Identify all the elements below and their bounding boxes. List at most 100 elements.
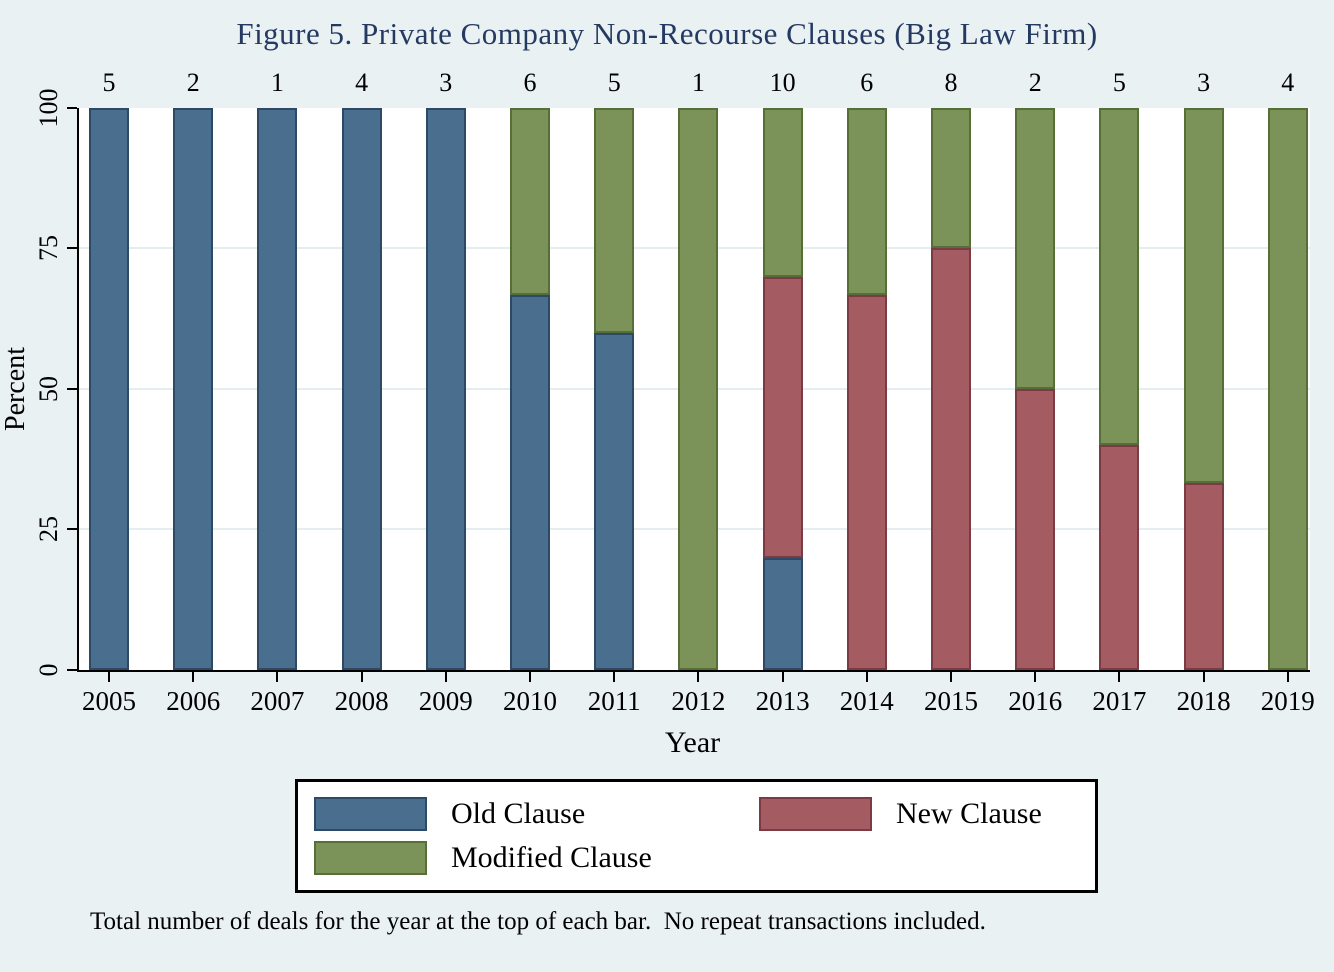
bar-2005	[89, 108, 129, 670]
deal-count-label: 3	[439, 68, 453, 97]
bar-segment	[762, 108, 803, 277]
y-tick-0	[67, 669, 77, 671]
x-tick-2014	[865, 670, 868, 682]
x-tick-label: 2005	[82, 686, 136, 716]
bar-2010	[510, 108, 550, 670]
y-tick-label: 75	[34, 235, 63, 261]
x-tick-2017	[1118, 670, 1121, 682]
deal-count-label: 5	[102, 68, 116, 97]
legend-label: Old Clause	[451, 797, 586, 830]
bar-2006	[173, 108, 214, 670]
x-tick-2008	[360, 670, 363, 682]
new-clause-swatch-icon	[759, 797, 872, 831]
bar-segment	[678, 108, 719, 670]
y-tick-25	[67, 528, 77, 530]
bar-segment	[594, 333, 635, 670]
bar-segment	[510, 295, 550, 670]
deal-count-label: 3	[1197, 68, 1211, 97]
bar-segment	[846, 108, 887, 295]
bar-2015	[931, 108, 971, 670]
x-tick-2011	[613, 670, 616, 682]
bar-2018	[1183, 108, 1224, 670]
bar-segment	[594, 108, 635, 333]
x-tick-label: 2008	[334, 686, 389, 716]
y-tick-label: 0	[34, 663, 63, 677]
deal-count-label: 6	[860, 68, 874, 97]
bar-segment	[846, 295, 887, 670]
deal-count-label: 1	[691, 68, 705, 97]
bar-segment	[931, 108, 971, 248]
x-tick-label: 2010	[503, 686, 557, 716]
x-tick-2012	[697, 670, 700, 682]
bar-2019	[1267, 108, 1308, 670]
bar-segment	[510, 108, 550, 295]
bar-segment	[1267, 108, 1308, 670]
plot-area: 0 25 50 75 100 5 2005 2 2006 1 2007 4 2008 3 2009 6 2010…	[34, 68, 1315, 716]
y-tick-label: 100	[34, 88, 63, 128]
bar-segment	[762, 277, 803, 558]
bar-2014	[846, 108, 887, 670]
x-tick-label: 2017	[1092, 686, 1147, 716]
x-tick-2007	[276, 670, 279, 682]
deal-count-label: 4	[355, 68, 369, 97]
x-tick-label: 2012	[671, 686, 726, 716]
bar-2007	[257, 108, 298, 670]
bar-2012	[678, 108, 719, 670]
y-tick-label: 50	[34, 376, 63, 402]
bar-2017	[1099, 108, 1140, 670]
x-tick-2013	[781, 670, 784, 682]
legend-entry-new-clause: New Clause	[759, 797, 1095, 831]
x-tick-2009	[444, 670, 447, 682]
bar-2011	[594, 108, 635, 670]
bar-segment	[931, 248, 971, 670]
x-tick-label: 2016	[1008, 686, 1063, 716]
bar-segment	[1183, 483, 1224, 670]
bar-segment	[341, 108, 382, 670]
bar-segment	[1099, 108, 1140, 445]
deal-count-label: 5	[1112, 68, 1126, 97]
y-tick-label: 25	[34, 516, 63, 542]
x-tick-2018	[1202, 670, 1205, 682]
x-tick-label: 2019	[1260, 686, 1315, 716]
modified-clause-swatch-icon	[314, 841, 427, 875]
y-tick-75	[67, 247, 77, 249]
legend-label: New Clause	[896, 797, 1042, 830]
deal-count-label: 4	[1281, 68, 1295, 97]
bar-segment	[1015, 389, 1056, 670]
x-tick-2016	[1034, 670, 1037, 682]
x-tick-label: 2013	[755, 686, 810, 716]
x-tick-2019	[1286, 670, 1289, 682]
legend-label: Modified Clause	[451, 841, 652, 874]
x-tick-label: 2007	[250, 686, 305, 716]
x-tick-label: 2014	[839, 686, 894, 716]
deal-count-label: 10	[769, 68, 796, 97]
figure-note: Total number of deals for the year at th…	[90, 908, 986, 935]
x-axis-title: Year	[664, 726, 721, 759]
x-tick-label: 2009	[418, 686, 473, 716]
deal-count-label: 8	[944, 68, 958, 97]
bar-segment	[425, 108, 466, 670]
old-clause-swatch-icon	[314, 797, 427, 831]
legend: Old Clause New Clause Modified Clause	[295, 779, 1098, 893]
y-axis-title: Percent	[0, 347, 31, 431]
x-tick-label: 2018	[1176, 686, 1231, 716]
deal-count-label: 2	[1028, 68, 1042, 97]
x-tick-label: 2011	[587, 686, 641, 716]
legend-entry-old-clause: Old Clause	[314, 797, 759, 831]
bar-segment	[257, 108, 298, 670]
y-tick-50	[67, 388, 77, 390]
bar-segment	[762, 558, 803, 670]
deal-count-label: 1	[270, 68, 284, 97]
x-tick-2006	[192, 670, 195, 682]
bar-segment	[1015, 108, 1056, 389]
x-tick-label: 2015	[924, 686, 978, 716]
x-tick-label: 2006	[166, 686, 221, 716]
chart-title: Figure 5. Private Company Non-Recourse C…	[236, 16, 1098, 51]
bar-segment	[89, 108, 129, 670]
bar-segment	[173, 108, 214, 670]
bar-segment	[1099, 445, 1140, 670]
x-tick-2015	[950, 670, 952, 682]
y-tick-100	[67, 107, 77, 109]
bar-2009	[425, 108, 466, 670]
bar-2016	[1015, 108, 1056, 670]
